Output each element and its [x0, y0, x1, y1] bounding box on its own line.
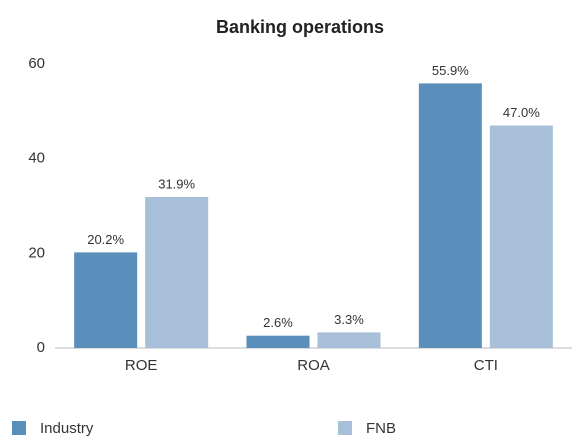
y-tick-label: 40	[28, 150, 45, 167]
legend-label: FNB	[366, 420, 396, 437]
legend-swatch	[12, 421, 26, 435]
y-tick-label: 0	[37, 339, 45, 356]
y-tick-label: 20	[28, 244, 45, 261]
value-label: 2.6%	[263, 315, 293, 330]
legend-swatch	[338, 421, 352, 435]
value-label: 47.0%	[503, 105, 540, 120]
bar	[418, 83, 482, 348]
x-tick-label: CTI	[474, 357, 498, 374]
y-tick-label: 60	[28, 55, 45, 72]
bar	[74, 252, 138, 348]
value-label: 20.2%	[87, 232, 124, 247]
value-label: 3.3%	[334, 312, 364, 327]
chart-title: Banking operations	[216, 17, 384, 37]
value-label: 55.9%	[432, 63, 469, 78]
bar	[489, 125, 553, 349]
bar	[246, 335, 310, 348]
bar	[145, 197, 209, 348]
bar	[317, 332, 381, 348]
x-tick-label: ROA	[297, 357, 330, 374]
legend-label: Industry	[40, 420, 94, 437]
value-label: 31.9%	[158, 176, 195, 191]
x-tick-label: ROE	[125, 357, 158, 374]
